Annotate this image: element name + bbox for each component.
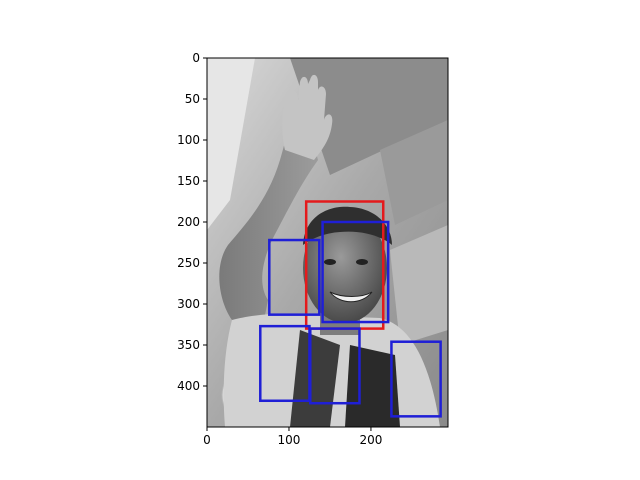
bounding-boxes bbox=[259, 200, 442, 418]
y-tick-label: 250 bbox=[177, 256, 200, 270]
cyclist-photo bbox=[207, 58, 448, 427]
y-tick-label: 400 bbox=[177, 379, 200, 393]
axes-frame bbox=[206, 57, 449, 428]
y-tick-label: 0 bbox=[192, 51, 200, 65]
x-tick-label: 0 bbox=[203, 433, 211, 447]
blue-bounding-box bbox=[268, 238, 321, 316]
axis-ticks: 0 100 200 0 50 100 150 200 250 300 350 400 bbox=[177, 51, 382, 447]
x-tick-label: 200 bbox=[359, 433, 382, 447]
y-tick-label: 200 bbox=[177, 215, 200, 229]
y-tick-label: 50 bbox=[185, 92, 200, 106]
blue-bounding-box bbox=[309, 327, 361, 405]
x-tick-label: 100 bbox=[278, 433, 301, 447]
blue-bounding-box bbox=[390, 340, 442, 418]
y-tick-label: 350 bbox=[177, 338, 200, 352]
blue-bounding-box bbox=[321, 220, 390, 324]
y-tick-label: 150 bbox=[177, 174, 200, 188]
y-tick-label: 100 bbox=[177, 133, 200, 147]
y-tick-label: 300 bbox=[177, 297, 200, 311]
